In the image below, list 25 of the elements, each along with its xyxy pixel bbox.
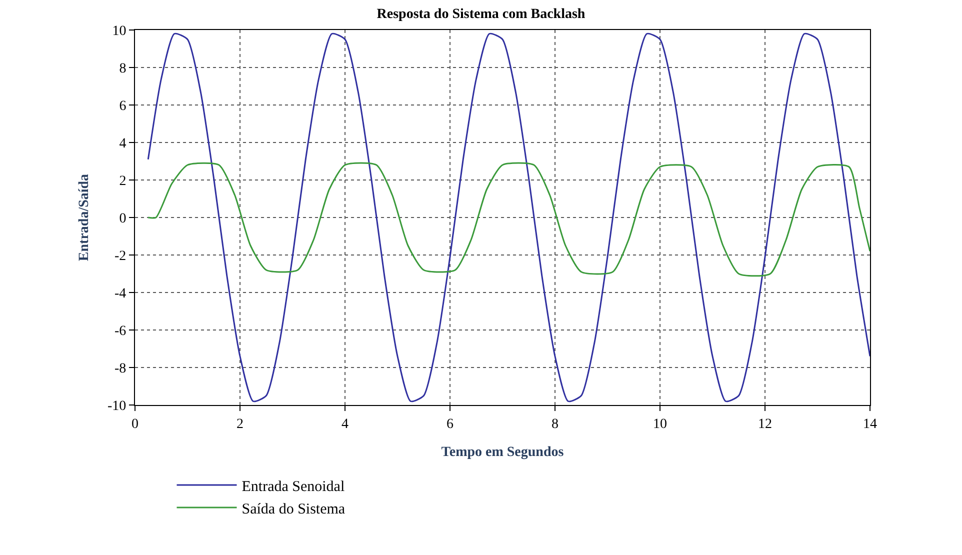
y-tick-label: 2 [119, 174, 126, 189]
y-tick-label: 6 [119, 98, 126, 114]
y-tick-label: -10 [108, 398, 126, 414]
y-tick-label: 8 [119, 61, 126, 76]
legend-label: Entrada Senoidal [242, 478, 345, 495]
y-tick-label: 4 [119, 136, 126, 152]
y-tick-label: 0 [119, 211, 126, 226]
y-tick-label: -8 [114, 361, 126, 376]
legend-label: Saída do Sistema [242, 501, 346, 518]
x-tick-label: 2 [236, 416, 244, 432]
chart-title: Resposta do Sistema com Backlash [376, 7, 586, 22]
x-tick-label: 10 [653, 416, 667, 432]
x-tick-label: 14 [863, 416, 877, 432]
x-tick-label: 0 [132, 416, 138, 432]
y-tick-label: -2 [114, 248, 126, 264]
x-axis-title: Tempo em Segundos [441, 445, 564, 460]
x-tick-label: 8 [552, 416, 558, 432]
x-tick-label: 6 [446, 416, 454, 432]
y-tick-label: 10 [112, 24, 126, 39]
y-axis-title: Entrada/Saída [77, 174, 92, 262]
y-tick-label: -6 [114, 324, 126, 339]
x-tick-label: 4 [342, 416, 348, 432]
x-tick-label: 12 [758, 416, 772, 432]
line-series [147, 32, 870, 402]
y-tick-label: -4 [114, 286, 126, 302]
